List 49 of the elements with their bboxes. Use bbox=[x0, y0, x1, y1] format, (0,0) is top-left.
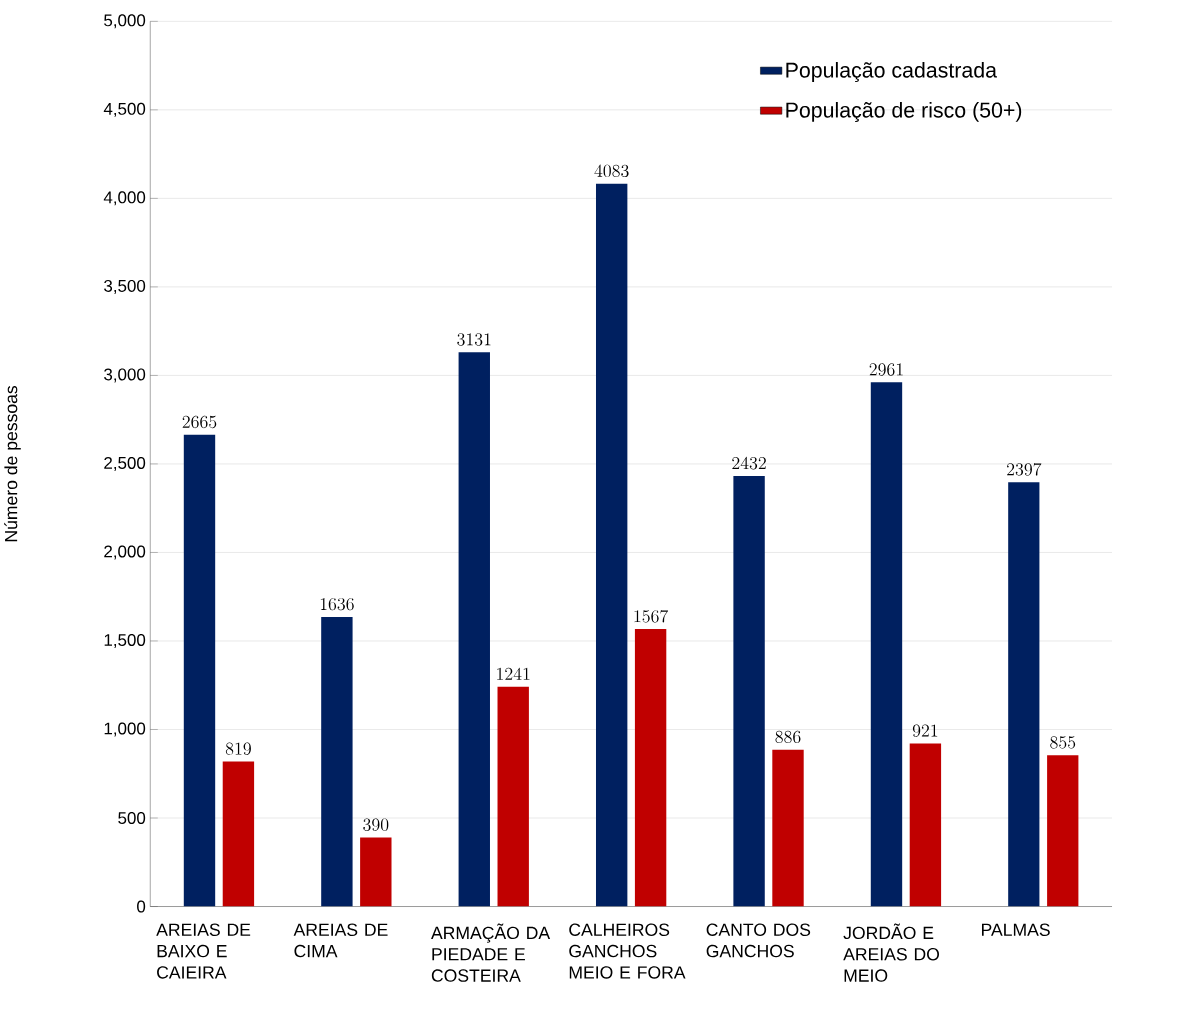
data-label: 2397 bbox=[1007, 463, 1042, 476]
y-tick-label: 1,000 bbox=[104, 722, 146, 737]
y-tick-label: 2,500 bbox=[104, 457, 146, 472]
bar bbox=[634, 629, 667, 907]
data-label: 1241 bbox=[497, 667, 530, 680]
x-tick-label: JORDÃO E AREIAS DO MEIO bbox=[843, 923, 940, 982]
data-label: 855 bbox=[1050, 736, 1076, 749]
data-label: 921 bbox=[912, 724, 938, 738]
x-tick-label: CANTO DOS GANCHOS bbox=[706, 923, 811, 958]
y-tick-label: 1,500 bbox=[104, 634, 146, 649]
x-tick-label: PALMAS bbox=[982, 923, 1050, 937]
bar bbox=[222, 761, 255, 907]
bar bbox=[497, 686, 529, 907]
y-tick-label: 3,500 bbox=[104, 280, 146, 295]
data-label: 1636 bbox=[320, 598, 354, 611]
x-tick-label: ARMAÇÃO DA PIEDADE E COSTEIRA bbox=[431, 923, 551, 982]
bar bbox=[772, 749, 804, 907]
legend-label: População cadastrada bbox=[786, 62, 998, 83]
y-tick-label: 500 bbox=[118, 812, 146, 825]
y-tick-label: 5,000 bbox=[104, 14, 146, 29]
data-label: 390 bbox=[363, 818, 389, 832]
data-label: 2665 bbox=[182, 415, 217, 429]
x-tick-label: CALHEIROS GANCHOS MEIO E FORA bbox=[569, 923, 686, 979]
data-label: 1567 bbox=[634, 610, 669, 623]
y-tick-label: 0 bbox=[137, 900, 146, 913]
bar bbox=[870, 382, 903, 907]
bar bbox=[1008, 482, 1040, 907]
y-axis-title: Número de pessoas bbox=[4, 386, 21, 542]
y-tick-label: 4,000 bbox=[103, 191, 146, 206]
x-tick-label: AREIAS DE BAIXO E CAIEIRA bbox=[156, 923, 251, 979]
y-tick-label: 3,000 bbox=[104, 368, 146, 383]
bar bbox=[733, 476, 765, 907]
bar bbox=[360, 837, 392, 907]
bar bbox=[321, 617, 353, 907]
legend-label: População de risco (50+) bbox=[786, 102, 1022, 123]
bar bbox=[183, 434, 216, 907]
bar bbox=[595, 183, 628, 907]
bar bbox=[909, 743, 942, 907]
y-tick-label: 4,500 bbox=[103, 102, 146, 117]
data-label: 819 bbox=[225, 742, 251, 756]
data-label: 886 bbox=[775, 730, 801, 744]
bar bbox=[1047, 755, 1079, 907]
data-label: 3131 bbox=[457, 333, 491, 346]
data-label: 2961 bbox=[869, 363, 903, 376]
data-label: 4083 bbox=[594, 164, 629, 178]
x-tick-label: AREIAS DE CIMA bbox=[293, 923, 388, 958]
y-tick-label: 2,000 bbox=[104, 545, 146, 560]
bar bbox=[458, 352, 490, 907]
data-label: 2432 bbox=[732, 456, 766, 470]
